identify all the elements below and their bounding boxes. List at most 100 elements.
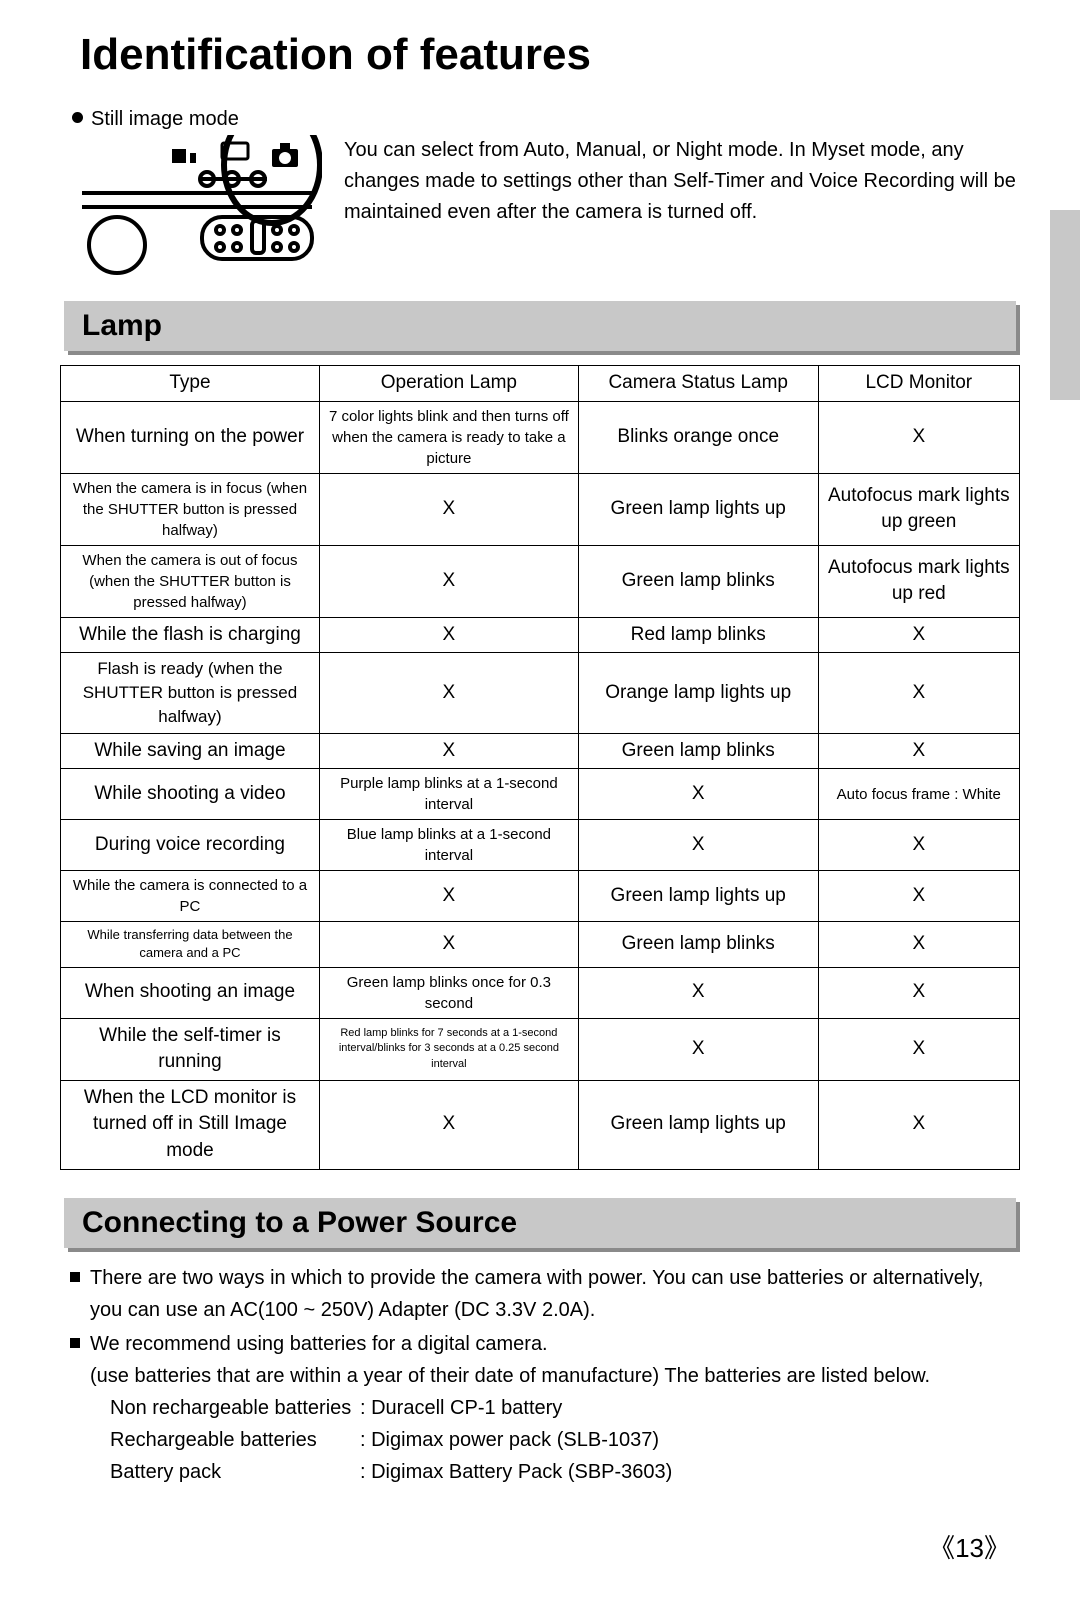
- cell-type: Flash is ready (when the SHUTTER button …: [61, 653, 320, 733]
- cell-operation: X: [319, 653, 578, 733]
- lamp-heading: Lamp: [82, 309, 998, 343]
- table-row: During voice recordingBlue lamp blinks a…: [61, 820, 1020, 871]
- bullet-icon: [72, 112, 83, 123]
- cell-status: Green lamp lights up: [578, 1080, 818, 1169]
- cell-status: X: [578, 1018, 818, 1080]
- still-image-label-text: Still image mode: [91, 108, 239, 130]
- table-row: While the camera is connected to a PCXGr…: [61, 871, 1020, 922]
- table-row: While saving an imageXGreen lamp blinksX: [61, 733, 1020, 769]
- cell-type: During voice recording: [61, 820, 320, 871]
- spec-label: Battery pack: [110, 1456, 360, 1488]
- cell-type: While transferring data between the came…: [61, 922, 320, 967]
- cell-status: Orange lamp lights up: [578, 653, 818, 733]
- cell-operation: Blue lamp blinks at a 1-second interval: [319, 820, 578, 871]
- cell-type: While the self-timer is running: [61, 1018, 320, 1080]
- spec-label: Rechargeable batteries: [110, 1424, 360, 1456]
- power-list: There are two ways in which to provide t…: [70, 1262, 1020, 1488]
- page-number: 《13》: [60, 1528, 1020, 1565]
- page-title: Identification of features: [80, 30, 1020, 80]
- cell-lcd: X: [818, 1080, 1019, 1169]
- table-row: When the LCD monitor is turned off in St…: [61, 1080, 1020, 1169]
- cell-lcd: X: [818, 401, 1019, 473]
- still-image-description: You can select from Auto, Manual, or Nig…: [344, 135, 1020, 228]
- cell-lcd: X: [818, 820, 1019, 871]
- power-section-header: Connecting to a Power Source: [64, 1198, 1016, 1248]
- cell-operation: X: [319, 473, 578, 545]
- cell-status: X: [578, 820, 818, 871]
- cell-type: When the camera is out of focus (when th…: [61, 545, 320, 617]
- cell-operation: X: [319, 922, 578, 967]
- power-note: (use batteries that are within a year of…: [90, 1365, 930, 1387]
- spec-label: Non rechargeable batteries: [110, 1392, 360, 1424]
- cell-status: X: [578, 967, 818, 1018]
- cell-status: Blinks orange once: [578, 401, 818, 473]
- power-bullet-1-text: There are two ways in which to provide t…: [90, 1262, 1020, 1326]
- cell-lcd: X: [818, 922, 1019, 967]
- cell-lcd: Autofocus mark lights up green: [818, 473, 1019, 545]
- cell-status: Green lamp blinks: [578, 545, 818, 617]
- power-bullet-1: There are two ways in which to provide t…: [70, 1262, 1020, 1326]
- cell-status: Green lamp lights up: [578, 871, 818, 922]
- cell-operation: Purple lamp blinks at a 1-second interva…: [319, 769, 578, 820]
- lamp-table: Type Operation Lamp Camera Status Lamp L…: [60, 365, 1020, 1170]
- cell-lcd: Autofocus mark lights up red: [818, 545, 1019, 617]
- cell-status: Green lamp blinks: [578, 922, 818, 967]
- cell-type: While shooting a video: [61, 769, 320, 820]
- power-heading: Connecting to a Power Source: [82, 1206, 998, 1240]
- power-bullet-2-text: We recommend using batteries for a digit…: [90, 1333, 548, 1355]
- col-type: Type: [61, 366, 320, 402]
- col-status: Camera Status Lamp: [578, 366, 818, 402]
- cell-type: While saving an image: [61, 733, 320, 769]
- cell-lcd: X: [818, 1018, 1019, 1080]
- cell-type: When shooting an image: [61, 967, 320, 1018]
- cell-lcd: X: [818, 653, 1019, 733]
- cell-type: When the camera is in focus (when the SH…: [61, 473, 320, 545]
- cell-status: Green lamp blinks: [578, 733, 818, 769]
- cell-operation: X: [319, 545, 578, 617]
- cell-lcd: Auto focus frame : White: [818, 769, 1019, 820]
- spec-value: : Duracell CP-1 battery: [360, 1392, 930, 1424]
- table-row: Flash is ready (when the SHUTTER button …: [61, 653, 1020, 733]
- cell-operation: X: [319, 871, 578, 922]
- table-row: When the camera is in focus (when the SH…: [61, 473, 1020, 545]
- cell-status: X: [578, 769, 818, 820]
- cell-lcd: X: [818, 733, 1019, 769]
- cell-status: Green lamp lights up: [578, 473, 818, 545]
- square-bullet-icon: [70, 1272, 80, 1282]
- table-row: When the camera is out of focus (when th…: [61, 545, 1020, 617]
- cell-operation: Red lamp blinks for 7 seconds at a 1-sec…: [319, 1018, 578, 1080]
- table-row: When shooting an imageGreen lamp blinks …: [61, 967, 1020, 1018]
- col-operation: Operation Lamp: [319, 366, 578, 402]
- table-row: While the flash is chargingXRed lamp bli…: [61, 617, 1020, 653]
- still-image-row: You can select from Auto, Manual, or Nig…: [72, 135, 1020, 275]
- lamp-table-header-row: Type Operation Lamp Camera Status Lamp L…: [61, 366, 1020, 402]
- cell-type: While the flash is charging: [61, 617, 320, 653]
- mode-dial-diagram: [72, 135, 322, 275]
- square-bullet-icon: [70, 1338, 80, 1348]
- cell-operation: X: [319, 1080, 578, 1169]
- spec-value: : Digimax power pack (SLB-1037): [360, 1424, 930, 1456]
- side-tab: [1050, 210, 1080, 400]
- table-row: While shooting a videoPurple lamp blinks…: [61, 769, 1020, 820]
- cell-lcd: X: [818, 617, 1019, 653]
- cell-lcd: X: [818, 967, 1019, 1018]
- battery-specs: Non rechargeable batteries: Duracell CP-…: [110, 1392, 930, 1488]
- table-row: While the self-timer is runningRed lamp …: [61, 1018, 1020, 1080]
- table-row: While transferring data between the came…: [61, 922, 1020, 967]
- lamp-section-header: Lamp: [64, 301, 1016, 351]
- page-number-value: 13: [955, 1533, 984, 1563]
- cell-operation: Green lamp blinks once for 0.3 second: [319, 967, 578, 1018]
- cell-operation: X: [319, 733, 578, 769]
- cell-status: Red lamp blinks: [578, 617, 818, 653]
- cell-type: While the camera is connected to a PC: [61, 871, 320, 922]
- cell-lcd: X: [818, 871, 1019, 922]
- col-lcd: LCD Monitor: [818, 366, 1019, 402]
- cell-operation: 7 color lights blink and then turns off …: [319, 401, 578, 473]
- still-image-label: Still image mode: [72, 108, 1020, 131]
- cell-type: When turning on the power: [61, 401, 320, 473]
- power-bullet-2: We recommend using batteries for a digit…: [70, 1328, 1020, 1488]
- table-row: When turning on the power7 color lights …: [61, 401, 1020, 473]
- spec-value: : Digimax Battery Pack (SBP-3603): [360, 1456, 930, 1488]
- cell-type: When the LCD monitor is turned off in St…: [61, 1080, 320, 1169]
- cell-operation: X: [319, 617, 578, 653]
